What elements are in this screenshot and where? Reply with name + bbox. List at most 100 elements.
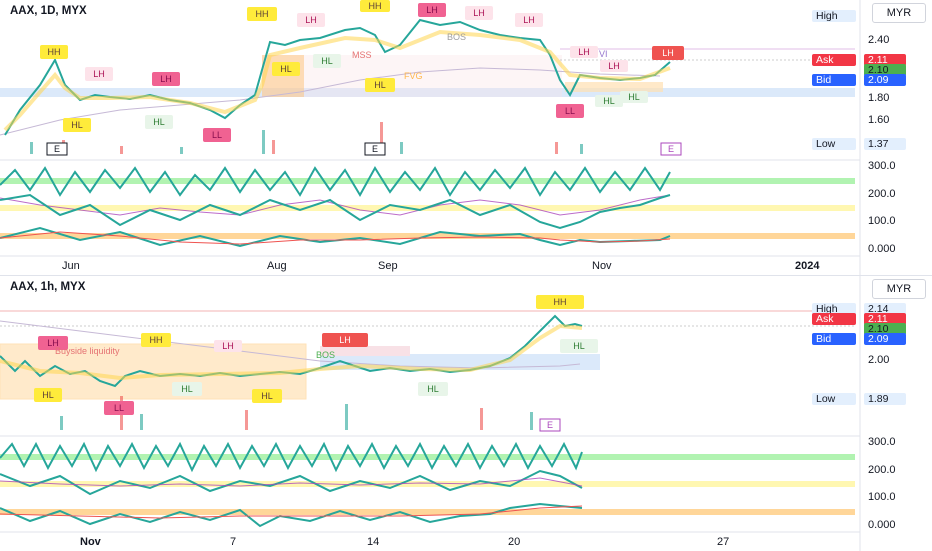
bos-label: BOS [316,350,335,360]
svg-text:LH: LH [305,15,317,25]
low-price: 1.89 [864,393,906,405]
osc-tick: 100.0 [868,491,896,503]
ask-price: 2.11 [864,54,906,66]
time-label-year: 2024 [795,260,820,272]
earnings-marker[interactable] [46,142,68,156]
long-ma-line [0,320,581,369]
symbol-info[interactable]: AAX, 1D, MYX [10,5,87,17]
daily-chart-canvas[interactable]: HH LH LH HL HL LL HH LH HL HL HH LH LH L… [0,0,932,275]
ma-ribbon [3,29,671,132]
time-label-month: Nov [80,536,101,548]
svg-text:HL: HL [71,120,83,130]
high-label: High [812,303,856,315]
osc-tick: 200.0 [868,188,896,200]
ma-ribbon [0,323,583,381]
last-price: 2.10 [864,64,906,76]
svg-text:LH: LH [222,341,234,351]
momentum-line [0,502,583,528]
osc-tick: 0.000 [868,519,896,531]
svg-text:E: E [372,144,378,154]
price-tick: 2.00 [868,354,890,366]
currency-button[interactable]: MYR [872,279,926,299]
structure-labels-hourly: LH HL LL HH HL HL LH LH HL HH HL BOS Buy… [34,295,598,415]
mss-label: MSS [352,50,372,60]
osc-tick: 200.0 [868,464,896,476]
osc-band-low [0,509,855,515]
signal-line [0,477,583,487]
osc-tick: 300.0 [868,436,896,448]
rsi-line [0,469,583,496]
signal-line [0,194,671,216]
svg-text:LH: LH [473,8,485,18]
last-price: 2.10 [864,323,906,335]
svg-text:HL: HL [321,56,333,66]
svg-text:E: E [668,144,674,154]
earnings-marker[interactable] [364,142,386,156]
symbol-info[interactable]: AAX, 1h, MYX [10,281,86,293]
svg-text:HH: HH [256,9,269,19]
momentum-signal-line [0,505,583,519]
vi-label: VI [599,49,608,59]
time-label: 20 [508,536,521,548]
time-label: 7 [230,536,237,548]
price-tick: 2.40 [868,34,890,46]
rsi-line [0,193,671,230]
structure-labels-daily: HH LH LH HL HL LL HH LH HL HL HH LH LH L… [40,0,684,142]
svg-text:HL: HL [628,92,640,102]
price-tick: 1.60 [868,114,890,126]
hourly-chart-pane[interactable]: LH HL LL HH HL HL LH LH HL HH HL BOS Buy… [0,275,932,551]
bos-label: BOS [447,32,466,42]
svg-text:LH: LH [160,74,172,84]
svg-text:HH: HH [554,297,567,307]
osc-tick: 0.000 [868,243,896,255]
svg-text:LH: LH [608,61,620,71]
hourly-chart-canvas[interactable]: LH HL LL HH HL HL LH LH HL HH HL BOS Buy… [0,276,932,551]
time-label: 14 [367,536,380,548]
svg-text:LH: LH [578,47,590,57]
svg-text:HL: HL [153,117,165,127]
svg-text:HL: HL [573,341,585,351]
long-ma-line [0,67,661,136]
support-zone [0,88,855,97]
liquidity-label: Buyside liquidity [55,346,120,356]
time-label: Jun [62,260,80,272]
low-price: 1.37 [864,138,906,150]
demand-zone [565,82,663,92]
svg-text:HL: HL [261,391,273,401]
time-label: Nov [592,260,612,272]
fvg-label: FVG [404,71,423,81]
svg-text:LH: LH [426,5,438,15]
svg-text:HL: HL [374,80,386,90]
stoch-line [0,441,583,473]
svg-text:E: E [54,144,60,154]
low-label: Low [812,138,856,150]
osc-band-top [0,178,855,184]
currency-button[interactable]: MYR [872,3,926,23]
momentum-signal-line [0,231,671,245]
time-label: 27 [717,536,730,548]
low-label: Low [812,393,856,405]
supply-zone [320,346,410,356]
svg-text:HL: HL [181,384,193,394]
svg-text:LL: LL [565,106,575,116]
svg-text:HL: HL [42,390,54,400]
volume-bars [30,122,583,154]
high-price: 2.14 [864,303,906,315]
high-label: High [812,10,856,22]
tag-text: HH [48,47,61,57]
bid-label: Bid [812,74,856,86]
daily-chart-pane[interactable]: HH LH LH HL HL LL HH LH HL HL HH LH LH L… [0,0,932,275]
time-label: Sep [378,260,398,272]
earnings-marker-upcoming[interactable] [539,418,561,432]
tag-hh [40,45,68,59]
stoch-line [0,166,671,197]
price-tick: 1.80 [868,92,890,104]
osc-tick: 100.0 [868,215,896,227]
earnings-marker-upcoming[interactable] [660,142,682,156]
svg-text:LH: LH [93,69,105,79]
svg-text:HH: HH [369,1,382,11]
svg-text:LH: LH [339,335,351,345]
svg-text:HL: HL [280,64,292,74]
osc-tick: 300.0 [868,160,896,172]
time-label: Aug [267,260,287,272]
